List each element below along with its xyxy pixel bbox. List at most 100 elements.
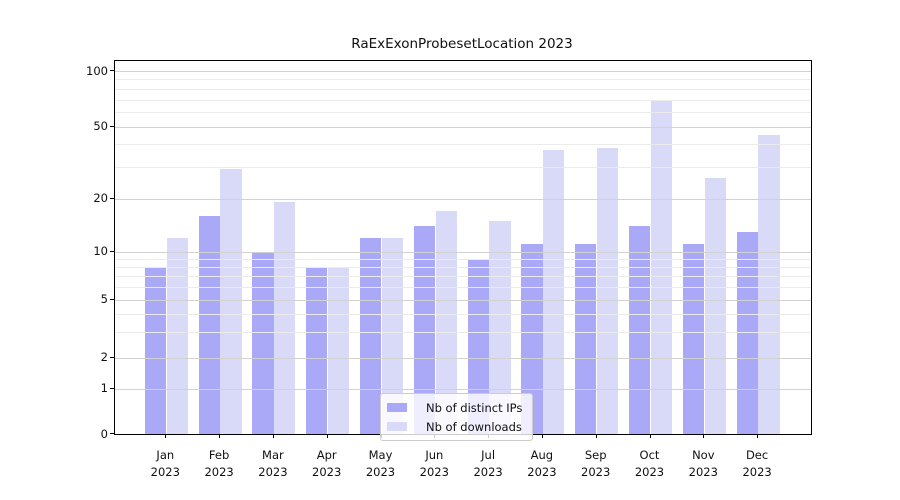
bar-distinct-ips-nov xyxy=(682,244,704,434)
x-tick-label-may: May 2023 xyxy=(349,447,413,480)
y-tick-label-1: 1 xyxy=(100,381,108,396)
x-tick-mark-jan xyxy=(165,434,167,438)
x-tick-month: Jun xyxy=(425,448,444,462)
x-tick-year: 2023 xyxy=(312,464,342,479)
bar-downloads-jan xyxy=(166,237,188,434)
y-tick-mark-2 xyxy=(110,356,114,358)
plot-area xyxy=(114,60,812,435)
x-tick-mark-apr xyxy=(326,434,328,438)
y-tick-label-20: 20 xyxy=(93,191,108,205)
x-tick-month: May xyxy=(368,448,393,462)
x-tick-mark-nov xyxy=(703,434,705,438)
bar-distinct-ips-apr xyxy=(306,267,328,434)
bar-distinct-ips-jun xyxy=(413,225,435,434)
bar-downloads-jul xyxy=(489,220,511,434)
gridline-minor-60 xyxy=(115,112,811,114)
bar-distinct-ips-may xyxy=(360,237,382,434)
x-tick-label-oct: Oct 2023 xyxy=(618,447,682,480)
legend-item-distinct-ips: Nb of distinct IPs xyxy=(387,398,522,417)
gridline-minor-40 xyxy=(115,144,811,146)
x-tick-month: Jan xyxy=(156,448,175,462)
gridline-major-100 xyxy=(115,71,811,72)
x-tick-mark-aug xyxy=(541,434,543,438)
bar-downloads-apr xyxy=(328,267,350,434)
bar-downloads-dec xyxy=(758,134,780,434)
x-tick-mark-sep xyxy=(595,434,597,438)
x-tick-year: 2023 xyxy=(634,464,665,479)
y-tick-mark-10 xyxy=(110,250,114,252)
y-tick-mark-100 xyxy=(110,70,114,71)
x-tick-mark-dec xyxy=(757,434,759,438)
bar-downloads-mar xyxy=(274,202,296,434)
y-tick-label-50: 50 xyxy=(93,119,108,134)
legend-swatch-downloads xyxy=(387,422,407,431)
bar-distinct-ips-sep xyxy=(575,244,597,434)
x-tick-mark-mar xyxy=(272,434,274,438)
gridline-major-1 xyxy=(115,388,811,390)
legend-item-downloads: Nb of downloads xyxy=(387,417,522,436)
legend-label-distinct-ips: Nb of distinct IPs xyxy=(426,400,523,415)
x-tick-year: 2023 xyxy=(581,464,611,479)
y-tick-label-0: 0 xyxy=(100,426,108,441)
bar-downloads-feb xyxy=(220,169,242,434)
y-tick-mark-0 xyxy=(110,433,114,434)
y-tick-mark-5 xyxy=(110,298,114,300)
x-tick-label-dec: Dec 2023 xyxy=(725,447,789,480)
legend-swatch-distinct-ips xyxy=(387,403,407,412)
x-tick-month: Feb xyxy=(208,448,230,462)
bar-downloads-may xyxy=(381,237,403,434)
x-tick-label-feb: Feb 2023 xyxy=(187,447,251,480)
x-tick-year: 2023 xyxy=(150,464,180,479)
y-tick-label-100: 100 xyxy=(86,63,108,78)
x-tick-label-mar: Mar 2023 xyxy=(241,447,305,480)
y-tick-label-5: 5 xyxy=(100,292,108,307)
gridline-minor-4 xyxy=(115,313,811,315)
x-tick-label-jun: Jun 2023 xyxy=(402,447,466,480)
legend-label-downloads: Nb of downloads xyxy=(426,419,522,434)
x-tick-month: Sep xyxy=(584,448,607,462)
gridline-minor-30 xyxy=(115,166,811,168)
gridline-major-10 xyxy=(115,251,811,253)
gridline-minor-9 xyxy=(115,258,811,260)
bar-distinct-ips-aug xyxy=(521,244,543,434)
x-tick-month: Apr xyxy=(316,448,337,462)
x-tick-label-nov: Nov 2023 xyxy=(671,447,735,480)
bar-distinct-ips-feb xyxy=(198,215,220,434)
x-tick-year: 2023 xyxy=(688,464,718,479)
gridline-minor-70 xyxy=(115,99,811,101)
gridline-major-2 xyxy=(115,357,811,359)
gridline-major-5 xyxy=(115,299,811,301)
gridline-minor-8 xyxy=(115,267,811,269)
x-tick-year: 2023 xyxy=(365,464,396,479)
bar-downloads-nov xyxy=(704,177,726,434)
gridline-major-50 xyxy=(115,126,811,128)
x-tick-year: 2023 xyxy=(258,464,288,479)
x-tick-month: Aug xyxy=(530,448,554,462)
x-tick-month: Nov xyxy=(692,448,715,462)
y-tick-label-10: 10 xyxy=(93,244,108,259)
bar-distinct-ips-oct xyxy=(629,225,651,434)
x-tick-year: 2023 xyxy=(204,464,234,479)
gridline-minor-7 xyxy=(115,276,811,278)
gridline-minor-80 xyxy=(115,88,811,90)
gridline-minor-6 xyxy=(115,287,811,288)
bar-distinct-ips-mar xyxy=(252,251,274,434)
x-tick-year: 2023 xyxy=(742,464,772,479)
x-tick-month: Dec xyxy=(745,448,769,462)
gridline-minor-3 xyxy=(115,331,811,333)
y-tick-mark-50 xyxy=(110,125,114,127)
gridline-major-20 xyxy=(115,198,811,200)
x-tick-label-jul: Jul 2023 xyxy=(456,447,520,480)
x-tick-label-apr: Apr 2023 xyxy=(295,447,359,480)
bar-downloads-jun xyxy=(435,210,457,434)
x-tick-month: Mar xyxy=(262,448,284,462)
x-tick-label-aug: Aug 2023 xyxy=(510,447,574,480)
x-tick-year: 2023 xyxy=(419,464,449,479)
legend: Nb of distinct IPs Nb of downloads xyxy=(380,393,534,441)
y-tick-mark-1 xyxy=(110,387,114,389)
x-tick-mark-feb xyxy=(219,434,221,438)
y-tick-label-2: 2 xyxy=(100,350,108,365)
bar-downloads-aug xyxy=(543,150,565,434)
x-tick-label-sep: Sep 2023 xyxy=(564,447,628,480)
